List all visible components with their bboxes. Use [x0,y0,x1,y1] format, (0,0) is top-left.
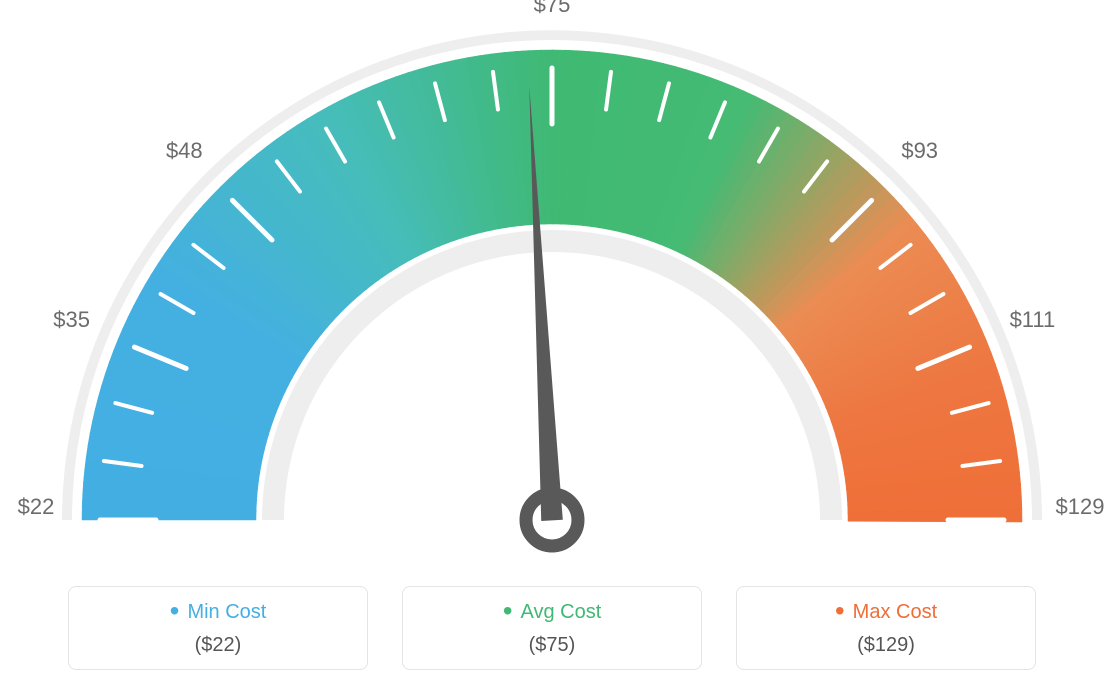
legend-title: Max Cost [749,601,1023,624]
legend-value: ($129) [749,634,1023,657]
tick-label: $93 [901,138,938,163]
legend-title: Avg Cost [415,601,689,624]
legend-card-max-cost: Max Cost ($129) [736,586,1036,670]
legend-row: Min Cost ($22) Avg Cost ($75) Max Cost ($129) [0,586,1104,670]
tick-label: $22 [18,494,55,519]
cost-gauge: $22 $35 $48 $75 $93 $111 $129 [0,0,1104,560]
tick-label: $111 [1010,307,1056,332]
legend-title: Min Cost [81,601,355,624]
tick-label: $35 [53,307,90,332]
tick-label: $75 [534,0,571,17]
legend-value: ($22) [81,634,355,657]
gauge-svg: $22 $35 $48 $75 $93 $111 $129 [0,0,1104,560]
legend-card-avg-cost: Avg Cost ($75) [402,586,702,670]
legend-value: ($75) [415,634,689,657]
legend-card-min-cost: Min Cost ($22) [68,586,368,670]
tick-label: $129 [1056,494,1104,519]
tick-label: $48 [166,138,203,163]
